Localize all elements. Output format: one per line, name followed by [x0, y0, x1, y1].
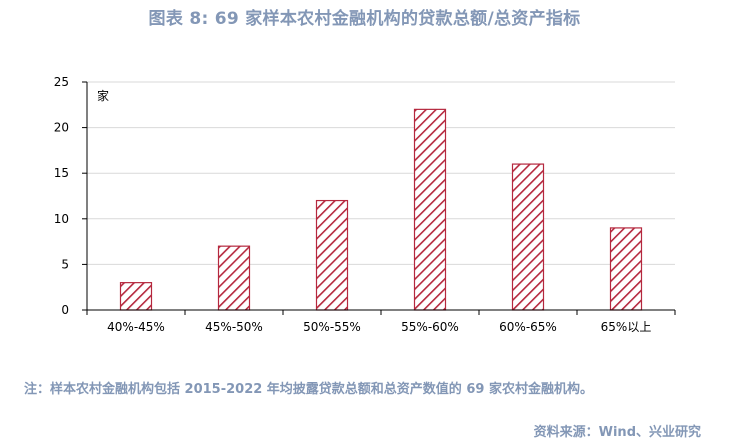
x-tick-label: 65%以上: [601, 320, 652, 334]
y-axis-unit-label: 家: [97, 88, 109, 103]
bars: [119, 108, 643, 311]
bar-65%以上: [609, 227, 643, 311]
y-tick-label: 0: [61, 303, 69, 317]
y-tick-label: 25: [54, 75, 69, 89]
y-tick-label: 10: [54, 212, 69, 226]
y-tick-label: 5: [61, 257, 69, 271]
bar-60%-65%: [511, 163, 545, 311]
y-tick-label: 15: [54, 166, 69, 180]
x-tick-label: 50%-55%: [303, 320, 361, 334]
bar-40%-45%: [119, 282, 153, 311]
chart-title: 图表 8: 69 家样本农村金融机构的贷款总额/总资产指标: [148, 9, 581, 29]
x-tick-label: 45%-50%: [205, 320, 263, 334]
axes: 0 5 10 15 20 25 40%-45% 45%-50% 50%-55% 55%-60% 60…: [54, 75, 676, 334]
x-tick-label: 60%-65%: [499, 320, 557, 334]
chart-footnote: 注：样本农村金融机构包括 2015-2022 年均披露贷款总额和总资产数值的 6…: [24, 382, 593, 397]
x-tick-label: 55%-60%: [401, 320, 459, 334]
bar-55%-60%: [413, 108, 447, 311]
source-attribution: 资料来源：Wind、兴业研究: [533, 425, 701, 440]
x-tick-label: 40%-45%: [107, 320, 165, 334]
bar-45%-50%: [217, 245, 251, 311]
bar-50%-55%: [315, 199, 349, 311]
gridlines: [87, 81, 675, 265]
y-tick-label: 20: [54, 121, 69, 135]
